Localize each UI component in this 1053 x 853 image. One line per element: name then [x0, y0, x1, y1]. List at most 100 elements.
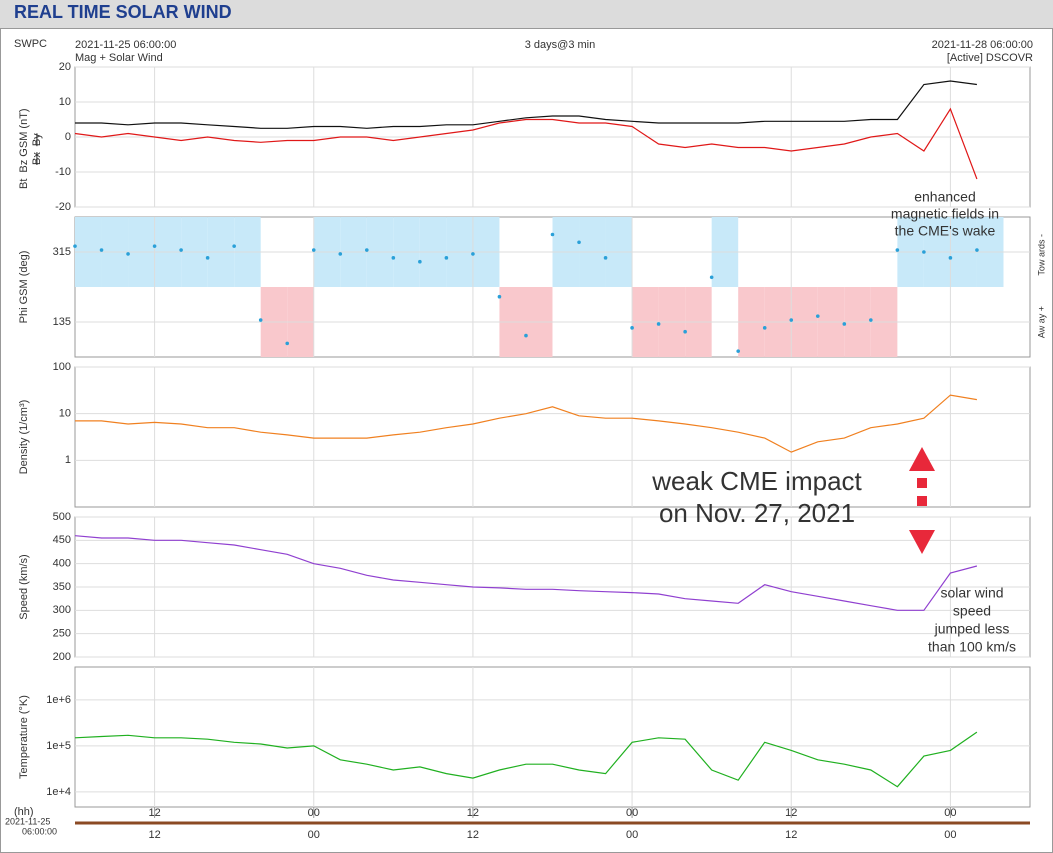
- y-tick-label: -10: [55, 166, 71, 178]
- x-tick-label: 00: [944, 829, 956, 841]
- cme-arrow: [909, 447, 935, 554]
- y-tick-label: 1e+4: [46, 786, 71, 798]
- point: [895, 248, 900, 252]
- point: [444, 256, 449, 260]
- time-origin: 06:00:00: [22, 826, 57, 836]
- annotation: than 100 km/s: [928, 639, 1016, 655]
- series-line: [75, 80, 977, 129]
- source: SWPC: [14, 38, 47, 50]
- point: [418, 259, 422, 264]
- y-tick-label: 315: [53, 246, 71, 258]
- x-tick-label: 00: [944, 807, 956, 819]
- y-tick-label: 300: [53, 604, 71, 616]
- x-tick-label: 00: [308, 829, 320, 841]
- start-time: 2021-11-25 06:00:00: [75, 39, 176, 51]
- point: [683, 329, 687, 334]
- point: [179, 248, 183, 252]
- point: [577, 240, 581, 245]
- time-origin: 2021-11-25: [5, 816, 50, 826]
- point: [73, 244, 77, 248]
- legend-label: Bt: [18, 179, 30, 189]
- subtitle: Mag + Solar Wind: [75, 52, 163, 64]
- point: [338, 252, 343, 256]
- point: [603, 256, 608, 260]
- legend-label-inactive: By: [31, 133, 43, 146]
- side-label: Tow ards -: [1036, 234, 1046, 276]
- y-tick-label: 1: [65, 454, 71, 466]
- y-tick-label: 350: [53, 581, 71, 593]
- point: [285, 341, 290, 346]
- spacecraft: [Active] DSCOVR: [947, 52, 1033, 64]
- point: [471, 252, 475, 256]
- x-tick-label: 12: [467, 829, 479, 841]
- panel: [74, 666, 1031, 808]
- point: [258, 318, 263, 322]
- y-tick-label: 10: [59, 408, 71, 420]
- annotation: magnetic fields in: [891, 206, 999, 222]
- end-time: 2021-11-28 06:00:00: [932, 39, 1033, 51]
- series-line: [75, 394, 978, 453]
- y-axis-label: Temperature (°K): [18, 695, 30, 779]
- legend-label: Bz GSM (nT): [18, 108, 30, 172]
- point: [656, 322, 661, 326]
- annotation: weak CME impact: [651, 466, 862, 496]
- y-tick-label: 1e+5: [46, 740, 71, 752]
- point: [975, 248, 979, 252]
- y-tick-label: 500: [53, 511, 71, 523]
- point: [922, 250, 926, 254]
- annotation: on Nov. 27, 2021: [659, 498, 855, 528]
- annotation: speed: [953, 603, 991, 619]
- series-line: [74, 731, 978, 788]
- annotation: jumped less: [934, 621, 1010, 637]
- point: [709, 275, 714, 280]
- point: [815, 314, 820, 318]
- y-axis-label: Phi GSM (deg): [18, 251, 30, 324]
- annotation: enhanced: [914, 189, 976, 205]
- point: [762, 326, 767, 330]
- point: [869, 318, 873, 322]
- y-tick-label: -20: [55, 201, 71, 213]
- y-tick-label: 450: [53, 534, 71, 546]
- point: [205, 256, 210, 260]
- page-title: REAL TIME SOLAR WIND: [14, 2, 232, 22]
- point: [842, 322, 847, 326]
- x-tick-label: 12: [148, 829, 160, 841]
- point: [232, 244, 236, 248]
- point: [550, 232, 555, 237]
- point: [126, 252, 130, 256]
- series-line: [74, 107, 978, 180]
- point: [365, 248, 369, 252]
- y-axis-label: Speed (km/s): [18, 554, 30, 619]
- x-tick-label: 00: [626, 807, 638, 819]
- legend-label-inactive: Bx: [31, 152, 43, 165]
- point: [524, 333, 528, 338]
- header-bar: [0, 0, 1053, 28]
- span: 3 days@3 min: [525, 39, 595, 51]
- panel: [74, 366, 1031, 508]
- annotation: the CME's wake: [895, 223, 996, 239]
- y-tick-label: 10: [59, 96, 71, 108]
- x-tick-label: 12: [467, 807, 479, 819]
- y-tick-label: 1e+6: [46, 694, 71, 706]
- y-tick-label: 20: [59, 61, 71, 73]
- y-tick-label: 250: [53, 628, 71, 640]
- point: [736, 349, 740, 353]
- point: [948, 256, 953, 260]
- point: [152, 244, 157, 248]
- point: [99, 248, 104, 252]
- x-tick-label: 12: [148, 807, 160, 819]
- point: [311, 248, 316, 252]
- y-tick-label: 0: [65, 131, 71, 143]
- point: [391, 256, 396, 260]
- x-tick-label: 00: [308, 807, 320, 819]
- side-label: Aw ay +: [1036, 306, 1046, 338]
- series-line: [74, 535, 978, 611]
- point: [630, 326, 634, 330]
- y-tick-label: 200: [53, 651, 71, 663]
- y-tick-label: 100: [53, 361, 71, 373]
- y-tick-label: 400: [53, 558, 71, 570]
- y-tick-label: 135: [53, 316, 71, 328]
- time-unit: (hh): [14, 806, 34, 818]
- point: [497, 294, 502, 299]
